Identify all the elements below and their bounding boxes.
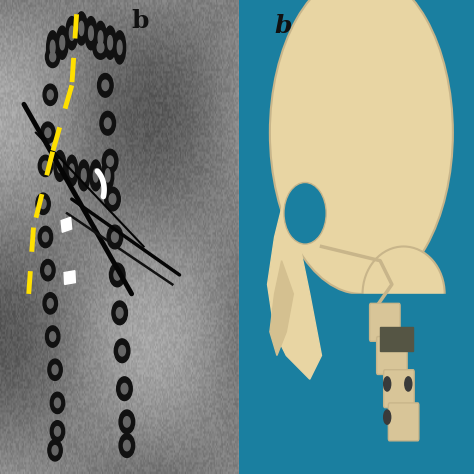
Ellipse shape: [93, 36, 109, 59]
Ellipse shape: [46, 31, 59, 64]
Ellipse shape: [38, 155, 53, 177]
Ellipse shape: [90, 160, 102, 191]
Circle shape: [383, 377, 391, 391]
Ellipse shape: [54, 151, 66, 181]
Ellipse shape: [121, 383, 128, 394]
Ellipse shape: [109, 263, 125, 287]
Ellipse shape: [107, 225, 123, 249]
Ellipse shape: [119, 434, 135, 457]
Ellipse shape: [50, 40, 55, 55]
Ellipse shape: [102, 80, 109, 91]
Ellipse shape: [114, 339, 130, 363]
Ellipse shape: [114, 270, 121, 280]
Ellipse shape: [118, 346, 126, 356]
FancyBboxPatch shape: [388, 403, 419, 441]
Ellipse shape: [47, 299, 53, 308]
Ellipse shape: [55, 398, 61, 408]
Ellipse shape: [82, 169, 86, 182]
Ellipse shape: [43, 84, 57, 106]
Ellipse shape: [50, 332, 55, 341]
Ellipse shape: [66, 155, 78, 186]
Ellipse shape: [114, 31, 126, 64]
Ellipse shape: [69, 26, 74, 40]
Ellipse shape: [94, 21, 107, 55]
Ellipse shape: [117, 40, 122, 55]
Ellipse shape: [284, 182, 326, 244]
Bar: [61, 217, 72, 232]
Ellipse shape: [41, 260, 55, 281]
Ellipse shape: [102, 160, 114, 191]
Ellipse shape: [56, 26, 68, 59]
Ellipse shape: [50, 392, 64, 413]
Bar: [380, 327, 413, 351]
Ellipse shape: [270, 0, 453, 294]
Ellipse shape: [40, 199, 46, 209]
Ellipse shape: [69, 164, 74, 177]
Ellipse shape: [93, 169, 98, 182]
Ellipse shape: [107, 156, 113, 166]
Ellipse shape: [79, 21, 84, 36]
Ellipse shape: [43, 292, 57, 314]
Ellipse shape: [48, 440, 62, 461]
Ellipse shape: [43, 232, 48, 242]
Ellipse shape: [105, 187, 120, 211]
Ellipse shape: [66, 17, 78, 50]
Ellipse shape: [105, 169, 110, 182]
Ellipse shape: [112, 301, 128, 325]
Ellipse shape: [78, 160, 90, 191]
Bar: [64, 271, 75, 284]
Polygon shape: [270, 261, 293, 356]
Ellipse shape: [116, 308, 123, 318]
Ellipse shape: [50, 421, 64, 442]
Text: b: b: [274, 14, 292, 38]
Ellipse shape: [98, 73, 113, 97]
Ellipse shape: [52, 446, 58, 455]
Ellipse shape: [47, 90, 53, 100]
Text: b: b: [131, 9, 149, 34]
Ellipse shape: [124, 440, 130, 451]
Ellipse shape: [98, 31, 103, 45]
Circle shape: [405, 377, 412, 391]
Ellipse shape: [117, 377, 132, 401]
FancyBboxPatch shape: [383, 370, 414, 408]
Ellipse shape: [48, 359, 62, 380]
Ellipse shape: [89, 26, 93, 40]
Ellipse shape: [52, 365, 58, 374]
FancyBboxPatch shape: [370, 303, 400, 341]
Ellipse shape: [46, 46, 60, 68]
Ellipse shape: [124, 417, 130, 427]
Ellipse shape: [111, 232, 118, 242]
Ellipse shape: [119, 410, 135, 434]
Ellipse shape: [100, 111, 116, 135]
Ellipse shape: [108, 36, 112, 50]
Ellipse shape: [55, 427, 61, 436]
Ellipse shape: [75, 12, 87, 45]
Bar: [239, 294, 474, 474]
Ellipse shape: [45, 128, 51, 137]
Ellipse shape: [36, 193, 50, 215]
Ellipse shape: [85, 17, 97, 50]
Ellipse shape: [43, 161, 48, 171]
Ellipse shape: [46, 326, 60, 347]
Ellipse shape: [97, 42, 104, 53]
Ellipse shape: [45, 265, 51, 275]
Ellipse shape: [38, 227, 53, 247]
Ellipse shape: [57, 159, 62, 173]
Circle shape: [383, 410, 391, 424]
Ellipse shape: [363, 246, 445, 341]
Ellipse shape: [104, 118, 111, 128]
Ellipse shape: [50, 52, 55, 62]
Polygon shape: [267, 190, 321, 379]
Ellipse shape: [60, 36, 64, 50]
Ellipse shape: [109, 194, 116, 204]
Ellipse shape: [41, 122, 55, 143]
FancyBboxPatch shape: [377, 337, 407, 374]
Ellipse shape: [104, 26, 116, 59]
Ellipse shape: [102, 149, 118, 173]
